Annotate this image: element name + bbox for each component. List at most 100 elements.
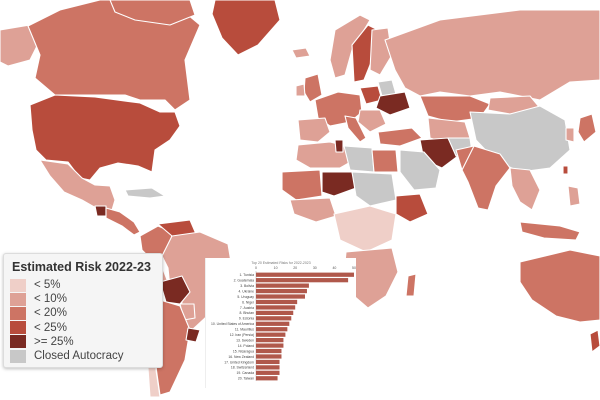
inset-bar bbox=[256, 332, 286, 337]
legend-row-under-10: < 10% bbox=[10, 292, 156, 306]
australia bbox=[519, 249, 600, 323]
inset-category-label: 6. Niger bbox=[242, 300, 255, 304]
inset-bar bbox=[256, 365, 280, 370]
inset-bar bbox=[256, 354, 282, 359]
new-zealand bbox=[589, 329, 600, 353]
indonesia bbox=[519, 221, 581, 241]
legend-swatch-closed-autocracy bbox=[10, 349, 26, 363]
inset-bar bbox=[256, 294, 305, 299]
inset-bar bbox=[256, 278, 349, 283]
southeast-asia bbox=[509, 167, 541, 211]
united-states bbox=[29, 94, 181, 181]
inset-bar bbox=[256, 376, 278, 381]
inset-bar bbox=[256, 348, 282, 354]
inset-bar bbox=[256, 310, 294, 315]
chad-sudan bbox=[351, 171, 397, 207]
top-20-risk-inset: Top 20 Estimated Risks for 2022-2023 0 10… bbox=[205, 258, 356, 388]
cuba bbox=[124, 187, 166, 199]
balkans bbox=[357, 109, 387, 133]
uruguay bbox=[185, 327, 201, 343]
inset-bar bbox=[256, 272, 354, 277]
legend-label-under-5: < 5% bbox=[34, 279, 61, 292]
inset-bar bbox=[256, 299, 298, 305]
legend-label-under-10: < 10% bbox=[34, 293, 67, 306]
inset-category-label: 8. Bhutan bbox=[239, 311, 254, 315]
inset-category-label: 9. Estonia bbox=[239, 317, 254, 321]
legend-swatch-under-25 bbox=[10, 321, 26, 335]
italy bbox=[344, 115, 367, 143]
legend-row-under-20: < 20% bbox=[10, 306, 156, 320]
mali-mauritania bbox=[281, 169, 323, 201]
inset-x-tick-label: 30 bbox=[313, 266, 317, 270]
inset-category-label: 4. Ukraine bbox=[239, 289, 255, 293]
horn-of-africa bbox=[395, 193, 429, 223]
legend-swatch-under-20 bbox=[10, 306, 26, 320]
inset-category-label: 5. Uruguay bbox=[237, 295, 254, 299]
map-legend: Estimated Risk 2022-23 < 5% < 10% < 20% … bbox=[3, 253, 163, 368]
inset-bar bbox=[256, 305, 296, 310]
inset-category-label: 12. Iran (Persia) bbox=[230, 333, 254, 337]
inset-x-tick-label: 50 bbox=[352, 266, 356, 270]
legend-swatch-under-5 bbox=[10, 278, 26, 292]
greenland bbox=[211, 0, 281, 56]
philippines bbox=[567, 185, 581, 207]
legend-label-25-plus: >= 25% bbox=[34, 335, 74, 348]
inset-x-tick-label: 20 bbox=[293, 266, 297, 270]
inset-category-label: 11. Mauritius bbox=[235, 328, 254, 332]
legend-swatch-under-10 bbox=[10, 292, 26, 306]
japan bbox=[577, 113, 597, 143]
inset-x-tick-label: 40 bbox=[332, 266, 336, 270]
inset-x-tick-label: 0 bbox=[255, 266, 257, 270]
inset-category-label: 3. Bolivia bbox=[240, 284, 254, 288]
canada bbox=[27, 0, 201, 111]
inset-x-tick-label: 10 bbox=[274, 266, 278, 270]
inset-category-label: 10. United States of America bbox=[211, 322, 254, 326]
west-africa bbox=[289, 197, 337, 223]
legend-label-under-20: < 20% bbox=[34, 307, 67, 320]
spain-portugal bbox=[297, 117, 331, 143]
guatemala bbox=[94, 205, 107, 217]
ireland bbox=[295, 83, 306, 97]
legend-label-closed-autocracy: Closed Autocracy bbox=[34, 350, 124, 363]
inset-category-label: 19. Canada bbox=[236, 371, 254, 375]
legend-row-closed-autocracy: Closed Autocracy bbox=[10, 349, 156, 363]
taiwan bbox=[562, 165, 569, 175]
legend-label-under-25: < 25% bbox=[34, 321, 67, 334]
inset-bar bbox=[256, 288, 307, 294]
inset-category-label: 16. New Zealand bbox=[228, 355, 254, 359]
inset-bar bbox=[256, 370, 280, 375]
norway bbox=[329, 14, 371, 79]
central-america bbox=[105, 207, 141, 236]
inset-category-label: 2. Guatemala bbox=[234, 279, 254, 283]
inset-bar bbox=[256, 343, 284, 348]
inset-bar bbox=[256, 316, 292, 321]
legend-row-under-5: < 5% bbox=[10, 278, 156, 292]
inset-category-label: 17. United Kingdom bbox=[224, 360, 254, 364]
inset-bar bbox=[256, 321, 290, 326]
iceland bbox=[291, 47, 311, 59]
inset-bar bbox=[256, 327, 288, 332]
bolivia bbox=[159, 275, 191, 305]
niger bbox=[321, 171, 357, 197]
inset-chart-title: Top 20 Estimated Risks for 2022-2023 bbox=[251, 261, 311, 265]
canadian-arctic-islands bbox=[109, 0, 196, 26]
saudi-arabia bbox=[399, 149, 441, 191]
inset-category-label: 1. Tunisia bbox=[239, 273, 254, 277]
legend-row-25-plus: >= 25% bbox=[10, 335, 156, 349]
legend-row-under-25: < 25% bbox=[10, 321, 156, 335]
inset-bar bbox=[256, 338, 284, 343]
inset-category-label: 15. Nicaragua bbox=[233, 349, 254, 353]
legend-swatch-25-plus bbox=[10, 335, 26, 349]
egypt bbox=[371, 149, 399, 173]
ukraine bbox=[375, 91, 411, 116]
inset-category-label: 14. Poland bbox=[238, 344, 254, 348]
korea bbox=[565, 127, 575, 143]
madagascar bbox=[405, 273, 417, 297]
inset-bar bbox=[256, 359, 280, 365]
inset-category-label: 20. Taiwan bbox=[238, 377, 254, 381]
inset-category-label: 7. Austria bbox=[240, 306, 254, 310]
mexico bbox=[39, 159, 116, 211]
central-africa bbox=[333, 205, 397, 253]
india bbox=[461, 145, 511, 211]
